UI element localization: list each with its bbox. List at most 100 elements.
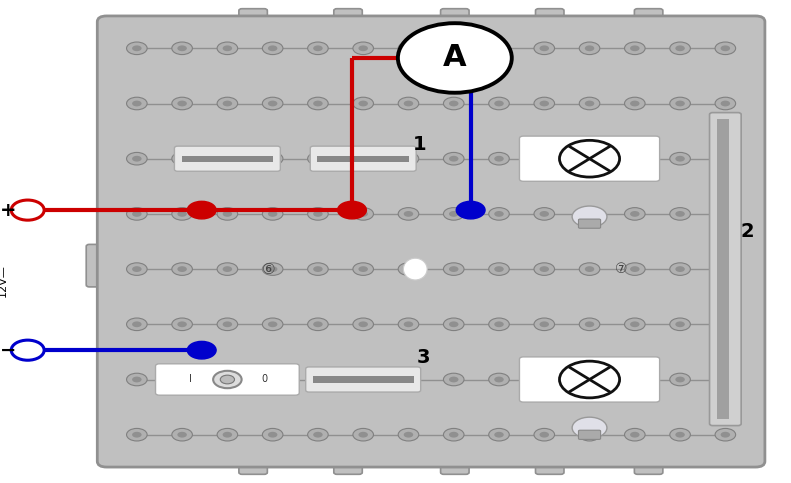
Circle shape [222,211,232,217]
Circle shape [676,45,685,51]
Circle shape [579,208,600,220]
Circle shape [313,45,323,51]
Circle shape [579,318,600,330]
Circle shape [268,45,278,51]
Circle shape [127,428,147,441]
Circle shape [559,361,619,398]
Circle shape [172,318,192,330]
Circle shape [403,321,413,327]
Circle shape [217,153,237,165]
Circle shape [715,428,736,441]
Circle shape [630,156,640,162]
Circle shape [222,266,232,272]
Circle shape [489,97,509,110]
Circle shape [670,208,691,220]
Circle shape [177,100,187,106]
Circle shape [353,42,373,55]
Circle shape [263,42,283,55]
Circle shape [715,153,736,165]
Circle shape [217,428,237,441]
Circle shape [494,156,504,162]
Circle shape [127,263,147,275]
Circle shape [489,428,509,441]
Circle shape [222,156,232,162]
Circle shape [449,432,459,438]
Circle shape [715,263,736,275]
Circle shape [222,45,232,51]
Circle shape [630,45,640,51]
Circle shape [625,373,645,386]
Circle shape [715,208,736,220]
Circle shape [268,156,278,162]
Circle shape [263,97,283,110]
Circle shape [539,266,549,272]
Circle shape [676,211,685,217]
Circle shape [398,428,418,441]
FancyBboxPatch shape [97,16,765,467]
Circle shape [217,318,237,330]
Circle shape [444,42,464,55]
Circle shape [625,263,645,275]
Circle shape [11,200,44,220]
Circle shape [358,432,368,438]
Circle shape [313,266,323,272]
Circle shape [676,377,685,383]
Circle shape [534,263,554,275]
Circle shape [539,100,549,106]
Circle shape [263,153,283,165]
Circle shape [534,42,554,55]
Circle shape [670,97,691,110]
Circle shape [398,23,512,93]
Circle shape [630,377,640,383]
Circle shape [263,208,283,220]
Circle shape [534,373,554,386]
Circle shape [313,432,323,438]
Circle shape [398,373,418,386]
Circle shape [353,208,373,220]
Circle shape [358,211,368,217]
Circle shape [222,100,232,106]
Circle shape [585,45,594,51]
Circle shape [187,341,216,359]
Text: 2: 2 [740,222,755,242]
Circle shape [268,377,278,383]
Circle shape [449,266,459,272]
Circle shape [572,206,607,227]
Circle shape [721,211,730,217]
Circle shape [222,377,232,383]
FancyBboxPatch shape [710,113,741,426]
Circle shape [585,100,594,106]
Circle shape [449,156,459,162]
Circle shape [353,153,373,165]
Bar [312,376,414,383]
Circle shape [172,373,192,386]
Circle shape [489,263,509,275]
Circle shape [670,153,691,165]
Circle shape [313,377,323,383]
FancyBboxPatch shape [578,219,600,228]
Circle shape [220,375,234,384]
Circle shape [572,417,607,439]
Circle shape [534,153,554,165]
Circle shape [308,263,328,275]
Circle shape [127,42,147,55]
Circle shape [398,208,418,220]
Circle shape [127,97,147,110]
Circle shape [444,153,464,165]
Circle shape [308,208,328,220]
Circle shape [449,100,459,106]
Ellipse shape [403,258,427,280]
FancyBboxPatch shape [86,244,110,287]
Circle shape [449,211,459,217]
Circle shape [715,318,736,330]
Circle shape [721,45,730,51]
Circle shape [625,97,645,110]
Circle shape [313,100,323,106]
Circle shape [579,428,600,441]
FancyBboxPatch shape [578,430,600,440]
Circle shape [177,211,187,217]
Text: −: − [0,341,16,360]
Circle shape [358,321,368,327]
Circle shape [579,42,600,55]
Circle shape [127,318,147,330]
